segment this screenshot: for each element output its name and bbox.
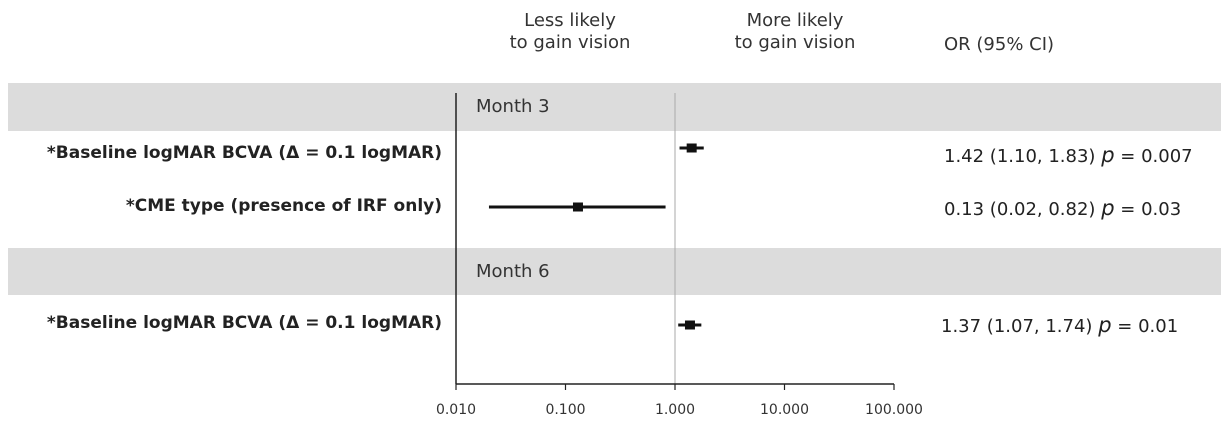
row-label-2: *CME type (presence of IRF only) [125,196,442,216]
x-tick-label-4: 100.000 [865,402,923,418]
section-band-month-3 [8,83,1221,131]
row-p-label-3: p [1098,313,1112,337]
row-ci-1: 1.42 (1.10, 1.83) [944,146,1096,167]
header-more-line-2: to gain vision [734,32,856,53]
x-tick-label-2: 1.000 [655,402,695,418]
row-label-1: *Baseline logMAR BCVA (Δ = 0.1 logMAR) [46,143,442,163]
row-result-3: 1.37 (1.07, 1.74) p = 0.01 [941,313,1178,337]
header-less-line-2: to gain vision [509,32,631,53]
x-tick-label-1: 0.100 [545,402,585,418]
row-p-value-2: = 0.03 [1120,199,1182,220]
section-title-month-6: Month 6 [476,261,550,282]
row-result-1: 1.42 (1.10, 1.83) p = 0.007 [944,143,1193,167]
row-label-3: *Baseline logMAR BCVA (Δ = 0.1 logMAR) [46,313,442,333]
row-result-2: 0.13 (0.02, 0.82) p = 0.03 [944,196,1181,220]
header-less-likely: Less likely to gain vision [490,10,650,54]
row-p-value-3: = 0.01 [1117,316,1179,337]
header-more-likely: More likely to gain vision [715,10,875,54]
section-title-month-3: Month 3 [476,96,550,117]
point-estimate-1 [686,143,697,153]
row-p-label-2: p [1101,196,1115,220]
row-ci-2: 0.13 (0.02, 0.82) [944,199,1096,220]
header-or-ci: OR (95% CI) [944,34,1055,55]
row-p-label-1: p [1101,143,1115,167]
point-estimate-3 [684,320,695,330]
header-less-line-1: Less likely [524,10,616,31]
section-band-month-6 [8,248,1221,295]
point-estimate-2 [572,202,583,212]
row-p-value-1: = 0.007 [1120,146,1193,167]
x-tick-label-0: 0.010 [436,402,476,418]
header-more-line-1: More likely [746,10,844,31]
x-tick-label-3: 10.000 [760,402,809,418]
row-ci-3: 1.37 (1.07, 1.74) [941,316,1093,337]
